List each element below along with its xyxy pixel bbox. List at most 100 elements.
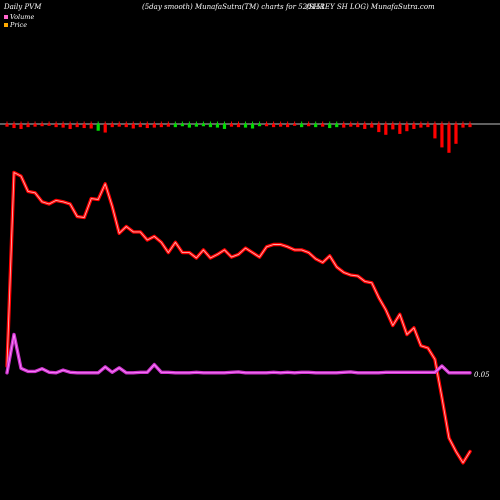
volume-bar-tip: [6, 121, 8, 124]
volume-bar: [187, 124, 191, 128]
volume-bar: [159, 124, 163, 128]
header-center-title: (5day smooth) MunafaSutra(TM) charts for…: [142, 3, 325, 11]
price-series-line-highlight: [6, 172, 471, 464]
volume-bar: [328, 124, 332, 129]
volume-bar-tip: [427, 121, 429, 124]
volume-bar: [419, 124, 423, 128]
volume-bar-tip: [357, 121, 359, 124]
volume-bar: [454, 124, 458, 144]
volume-bar-tip: [125, 121, 127, 124]
header-right-label: (SHREY SH LOG) MunafaSutra.com: [306, 3, 435, 11]
volume-bar: [19, 124, 23, 129]
volume-bar-tip: [329, 121, 331, 124]
volume-bar-tip: [315, 121, 317, 124]
volume-bar: [321, 124, 325, 127]
volume-bar: [356, 124, 360, 128]
volume-bar: [391, 124, 395, 130]
volume-bar: [468, 124, 472, 128]
volume-bar-tip: [174, 121, 176, 124]
volume-bar: [412, 124, 416, 129]
legend-label-price: Price: [10, 21, 28, 29]
volume-bar-tip: [238, 121, 239, 124]
volume-bar: [61, 124, 65, 128]
volume-bar-tip: [104, 121, 106, 124]
volume-bar: [300, 124, 304, 128]
pvm-series-line-highlight: [6, 334, 471, 374]
volume-bar: [286, 124, 290, 128]
volume-bar-tip: [69, 121, 71, 124]
volume-bar-tip: [364, 121, 366, 124]
volume-bar: [307, 124, 311, 127]
volume-bar: [349, 124, 353, 127]
volume-bar-tip: [287, 121, 289, 124]
volume-bar-tip: [41, 121, 43, 124]
volume-bar-tip: [406, 121, 408, 124]
volume-bar-tip: [441, 121, 443, 124]
volume-bar: [384, 124, 388, 135]
volume-bar-tip: [34, 121, 36, 124]
volume-bar: [89, 124, 93, 129]
volume-bar: [166, 124, 170, 127]
volume-bar-tip: [448, 121, 450, 124]
volume-bar-tip: [132, 121, 134, 124]
volume-bar-tip: [62, 121, 64, 124]
volume-bar: [215, 124, 220, 128]
volume-bar: [363, 124, 367, 129]
volume-bar: [12, 124, 16, 129]
volume-bar: [96, 124, 100, 131]
volume-bar-tip: [230, 121, 232, 124]
volume-bar-tip: [462, 121, 464, 124]
volume-bar-tip: [27, 121, 29, 124]
legend-swatch-price: [4, 23, 8, 27]
volume-bar: [68, 124, 72, 129]
volume-bar-tip: [188, 121, 190, 124]
volume-bar: [33, 124, 37, 127]
volume-bar-tip: [413, 121, 415, 124]
volume-bar: [5, 124, 9, 127]
volume-bar: [461, 124, 465, 128]
volume-bar: [447, 124, 451, 153]
volume-bar-tip: [245, 121, 247, 124]
volume-bar-tip: [181, 121, 183, 124]
legend-swatch-volume: [4, 15, 8, 19]
volume-bar: [124, 124, 128, 128]
volume-bar: [271, 124, 276, 128]
volume-bar: [243, 124, 248, 128]
pvm-series-line: [5, 332, 472, 375]
volume-bar-tip: [294, 121, 296, 124]
volume-bar: [194, 124, 199, 127]
volume-bar-tip: [216, 121, 218, 124]
volume-bar: [82, 124, 86, 129]
price-value-label: 0.05: [474, 371, 490, 379]
volume-bar-tip: [322, 121, 324, 124]
volume-bar: [131, 124, 135, 129]
volume-bar: [40, 124, 44, 127]
volume-bar: [278, 124, 283, 127]
volume-bar-tip: [223, 121, 225, 124]
volume-bar-tip: [378, 121, 380, 124]
volume-bar-tip: [209, 121, 211, 124]
volume-bar-tip: [343, 121, 345, 124]
volume-bar-tip: [252, 121, 254, 124]
volume-bar: [54, 124, 58, 128]
volume-bar: [257, 124, 262, 127]
volume-bar: [201, 124, 206, 127]
volume-bar-tip: [350, 121, 352, 124]
volume-bar-tip: [434, 121, 436, 124]
volume-bar-tip: [195, 121, 197, 124]
volume-bar-tip: [336, 121, 338, 124]
volume-bar-tip: [280, 121, 282, 124]
volume-bar: [377, 124, 381, 133]
header-left-label: Daily PVM: [4, 3, 42, 11]
volume-bar: [47, 124, 51, 126]
volume-bar: [250, 124, 255, 129]
volume-bar-tip: [153, 121, 155, 124]
volume-bar-tip: [97, 121, 99, 124]
volume-bar-tip: [308, 121, 310, 124]
volume-bar-tip: [455, 121, 457, 124]
volume-bar-tip: [301, 121, 303, 124]
volume-bar-tip: [90, 121, 92, 124]
volume-bar-tip: [48, 121, 50, 124]
volume-bar: [138, 124, 142, 128]
